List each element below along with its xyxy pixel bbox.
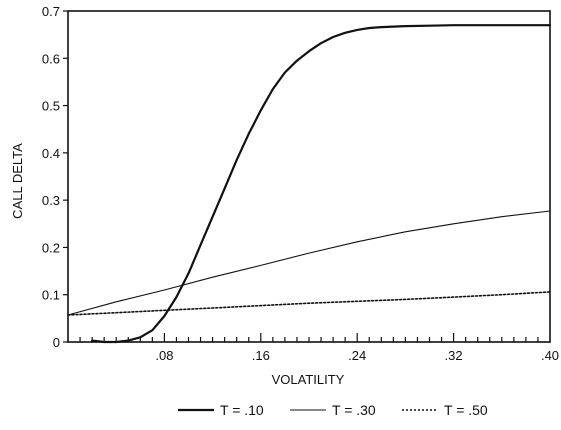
y-tick-label: 0.5 xyxy=(42,99,60,114)
legend: T = .10 T = .30 T = .50 xyxy=(178,402,488,418)
legend-label-1: T = .10 xyxy=(220,402,264,418)
series-line-3 xyxy=(67,291,551,316)
y-tick-label: 0.2 xyxy=(42,240,60,255)
y-axis-title: CALL DELTA xyxy=(10,143,25,219)
series-layer xyxy=(67,24,552,344)
legend-label-3: T = .50 xyxy=(444,402,488,418)
plot-frame xyxy=(67,10,551,343)
x-tick-label: .40 xyxy=(541,348,559,363)
y-tick-label: 0.3 xyxy=(42,193,60,208)
legend-label-2: T = .30 xyxy=(332,402,376,418)
y-axis: 0 0.1 0.2 0.3 0.4 0.5 0.6 0.7 xyxy=(42,4,68,350)
plot-area xyxy=(67,10,551,343)
y-tick-label: 0.1 xyxy=(42,288,60,303)
series-line-2 xyxy=(67,210,551,316)
y-tick-label: 0 xyxy=(53,335,60,350)
y-tick-label: 0.4 xyxy=(42,146,60,161)
x-tick-label: .32 xyxy=(445,348,463,363)
x-tick-label: .08 xyxy=(155,348,173,363)
x-axis: .08 .16 .24 .32 .40 xyxy=(79,333,559,363)
series-line-1 xyxy=(90,24,552,344)
x-tick-label: .16 xyxy=(252,348,270,363)
y-tick-label: 0.6 xyxy=(42,51,60,66)
x-axis-title: VOLATILITY xyxy=(272,372,345,387)
x-tick-label: .24 xyxy=(348,348,366,363)
y-tick-label: 0.7 xyxy=(42,4,60,19)
